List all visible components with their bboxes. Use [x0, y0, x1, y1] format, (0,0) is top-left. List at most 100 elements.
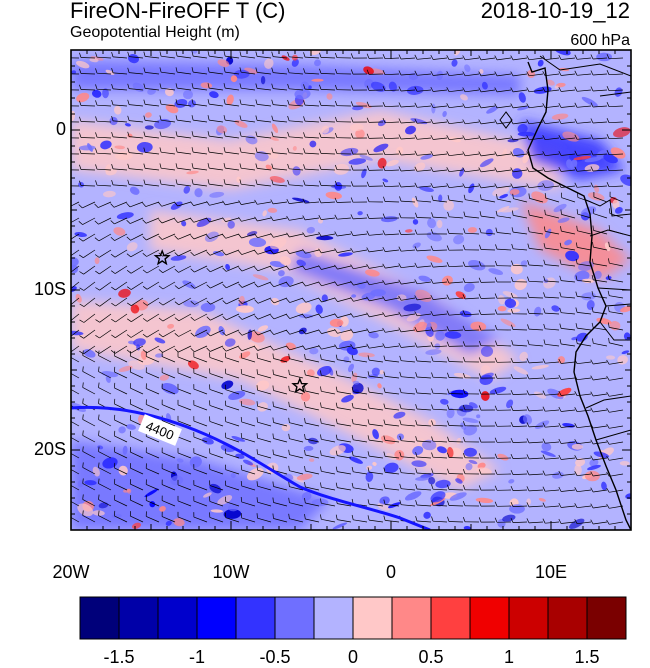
wind-barb — [529, 298, 543, 299]
colorbar-swatch — [548, 597, 587, 639]
wind-barb-flag — [63, 239, 67, 242]
wind-barb — [417, 218, 431, 219]
colorbar-swatch — [470, 597, 509, 639]
lon-label-10e: 10E — [521, 562, 581, 583]
colorbar-label-1: -1.5 — [94, 647, 144, 668]
wind-barb-flag — [257, 369, 258, 374]
wind-barb-flag — [257, 497, 258, 502]
wind-barb — [449, 426, 463, 427]
wind-barb-flag — [63, 181, 65, 186]
wind-barb-flag — [67, 494, 68, 499]
wind-barb — [449, 522, 463, 523]
lat-label-0: 0 — [10, 119, 66, 140]
wind-barb-flag — [64, 352, 68, 355]
wind-barb-flag — [257, 449, 258, 454]
wind-barb-flag — [67, 462, 68, 467]
temperature-difference-field: 4400 — [63, 44, 638, 531]
wind-barb-flag — [63, 69, 65, 74]
colorbar-swatch — [275, 597, 314, 639]
wind-barb-flag — [64, 272, 68, 275]
colorbar-swatch — [236, 597, 275, 639]
colorbar-label-6: 1 — [484, 647, 534, 668]
wind-barb-flag — [67, 350, 68, 355]
wind-barb-flag — [63, 205, 67, 208]
colorbar-label-2: -1 — [172, 647, 222, 668]
colorbar-label-4: 0 — [328, 647, 378, 668]
wind-barb-flag — [63, 255, 67, 258]
wind-barb — [385, 202, 399, 203]
wind-barb-flag — [257, 401, 258, 406]
wind-barb — [81, 58, 95, 59]
wind-barb — [449, 394, 463, 395]
lon-label-20w: 20W — [41, 562, 101, 583]
wind-barb-flag — [67, 510, 68, 515]
lon-label-10w: 10W — [201, 562, 261, 583]
wind-barb — [337, 202, 351, 203]
wind-barb-flag — [67, 414, 68, 419]
wind-barb — [449, 378, 463, 379]
wind-barb-flag — [64, 304, 68, 307]
wind-barb-flag — [257, 353, 258, 358]
colorbar-swatch — [509, 597, 548, 639]
wind-barb-flag — [609, 225, 610, 230]
wind-barb — [369, 218, 383, 219]
colorbar — [80, 597, 626, 639]
wind-barb-flag — [257, 481, 258, 486]
wind-barb — [81, 106, 95, 107]
wind-barb-flag — [257, 513, 258, 518]
wind-barb — [481, 298, 495, 299]
colorbar-swatch — [158, 597, 197, 639]
wind-barb — [81, 122, 95, 123]
wind-barb — [449, 506, 463, 507]
colorbar-swatch — [353, 597, 392, 639]
wind-barb — [449, 474, 463, 475]
colorbar-label-7: 1.5 — [562, 647, 612, 668]
colorbar-label-3: -0.5 — [250, 647, 300, 668]
wind-barb-flag — [257, 385, 258, 390]
colorbar-swatch — [431, 597, 470, 639]
colorbar-swatch — [197, 597, 236, 639]
wind-barb-flag — [577, 209, 578, 214]
wind-barb-flag — [67, 478, 68, 483]
wind-barb — [81, 170, 95, 171]
wind-barb — [449, 410, 463, 411]
wind-barb-flag — [63, 101, 65, 106]
wind-barb — [481, 314, 495, 315]
wind-barb — [449, 442, 463, 443]
wind-barb — [481, 250, 495, 251]
wind-barb — [449, 490, 463, 491]
lat-label-10s: 10S — [10, 279, 66, 300]
wind-barb-flag — [63, 222, 67, 225]
wind-barb-flag — [63, 149, 65, 154]
lon-label-0: 0 — [361, 562, 421, 583]
colorbar-swatch — [587, 597, 626, 639]
wind-barb-flag — [257, 417, 258, 422]
wind-barb-flag — [63, 53, 65, 58]
wind-barb — [81, 154, 95, 155]
wind-barb — [81, 138, 95, 139]
wind-barb — [433, 250, 447, 251]
wind-barb-flag — [67, 430, 68, 435]
colorbar-swatch — [80, 597, 119, 639]
wind-barb-flag — [67, 366, 68, 371]
wind-barb-flag — [67, 382, 68, 387]
colorbar-label-5: 0.5 — [406, 647, 456, 668]
lat-label-20s: 20S — [10, 439, 66, 460]
wind-barb-flag — [257, 433, 258, 438]
wind-barb — [81, 90, 95, 91]
wind-barb-flag — [64, 320, 68, 323]
colorbar-swatch — [314, 597, 353, 639]
wind-barb — [449, 362, 463, 363]
wind-barb — [81, 74, 95, 75]
wind-barb-flag — [64, 336, 68, 339]
wind-barb-flag — [257, 465, 258, 470]
colorbar-swatch — [119, 597, 158, 639]
wind-barb — [449, 234, 463, 235]
wind-barb — [465, 330, 479, 331]
colorbar-swatch — [392, 597, 431, 639]
wind-barb — [513, 330, 527, 331]
wind-barb — [81, 186, 95, 187]
wind-barb-flag — [63, 85, 65, 90]
wind-barb-flag — [67, 398, 68, 403]
wind-barb-flag — [63, 165, 65, 170]
